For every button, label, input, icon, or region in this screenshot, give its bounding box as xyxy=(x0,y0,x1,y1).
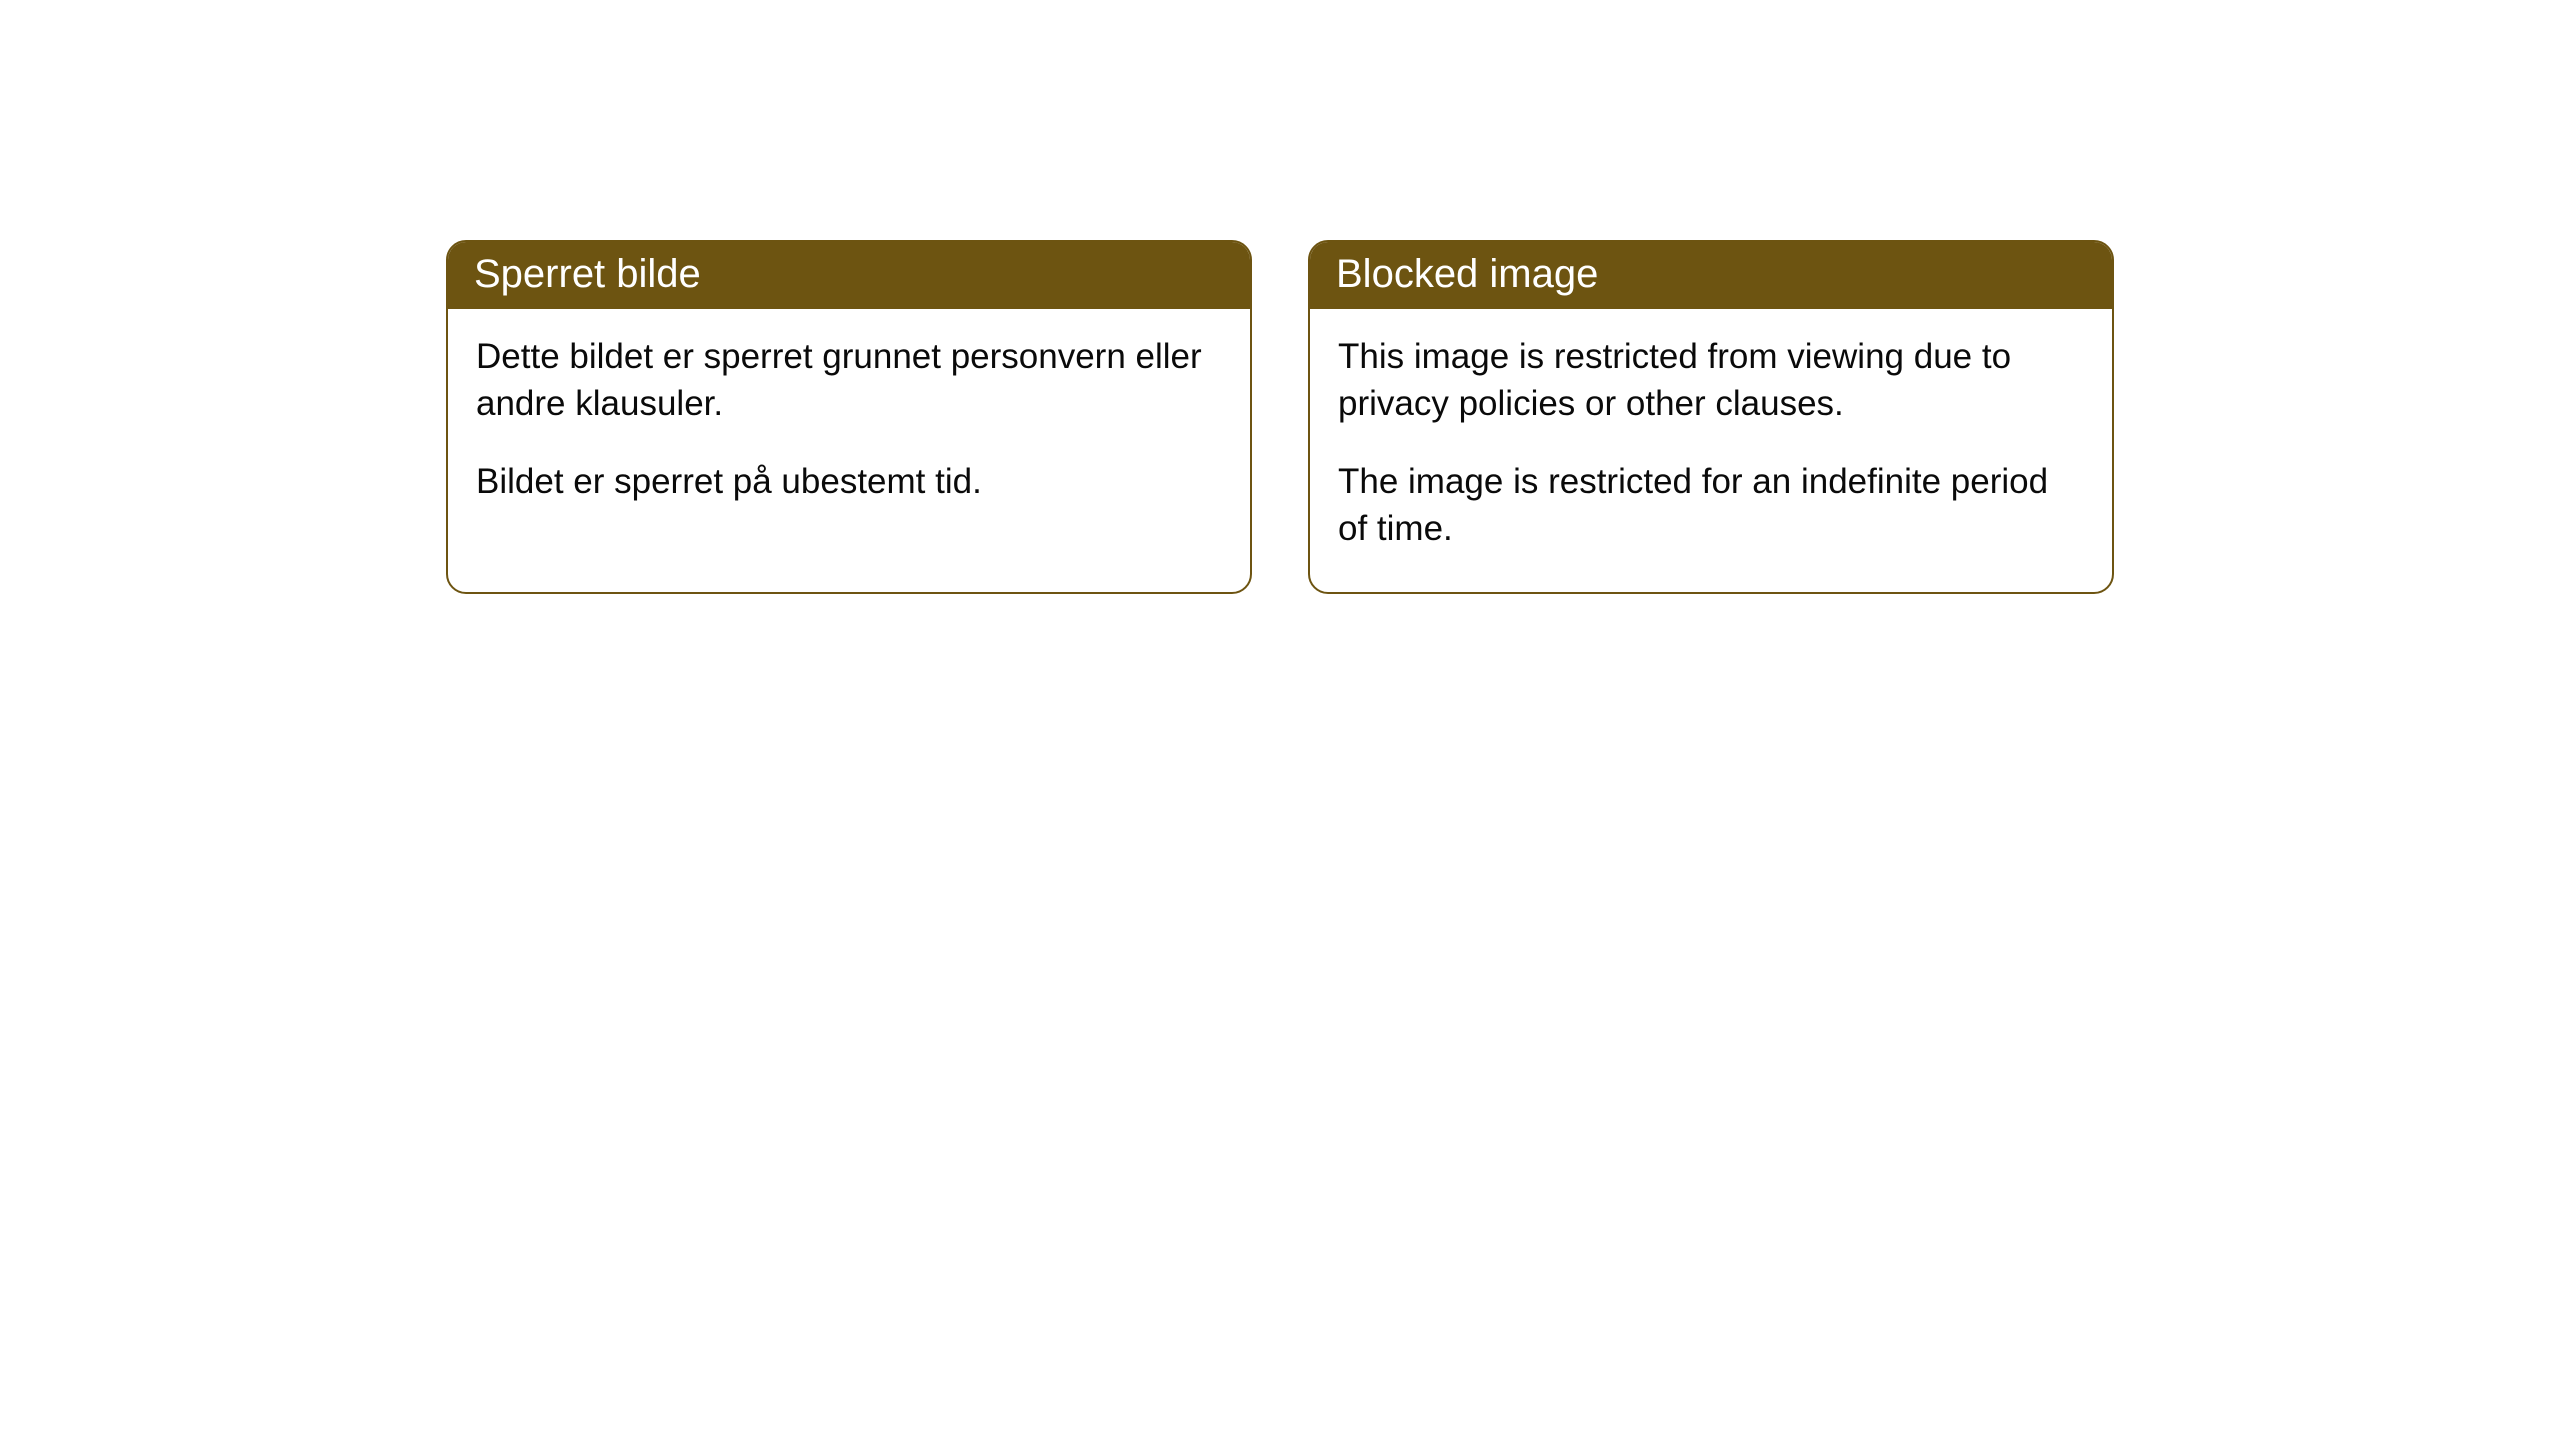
notice-container: Sperret bilde Dette bildet er sperret gr… xyxy=(0,0,2560,594)
notice-body: This image is restricted from viewing du… xyxy=(1310,309,2112,592)
notice-body: Dette bildet er sperret grunnet personve… xyxy=(448,309,1250,545)
notice-card-english: Blocked image This image is restricted f… xyxy=(1308,240,2114,594)
notice-paragraph-2: The image is restricted for an indefinit… xyxy=(1338,458,2084,553)
notice-paragraph-1: Dette bildet er sperret grunnet personve… xyxy=(476,333,1222,428)
notice-header: Sperret bilde xyxy=(448,242,1250,309)
notice-paragraph-2: Bildet er sperret på ubestemt tid. xyxy=(476,458,1222,505)
notice-card-norwegian: Sperret bilde Dette bildet er sperret gr… xyxy=(446,240,1252,594)
notice-header: Blocked image xyxy=(1310,242,2112,309)
notice-paragraph-1: This image is restricted from viewing du… xyxy=(1338,333,2084,428)
